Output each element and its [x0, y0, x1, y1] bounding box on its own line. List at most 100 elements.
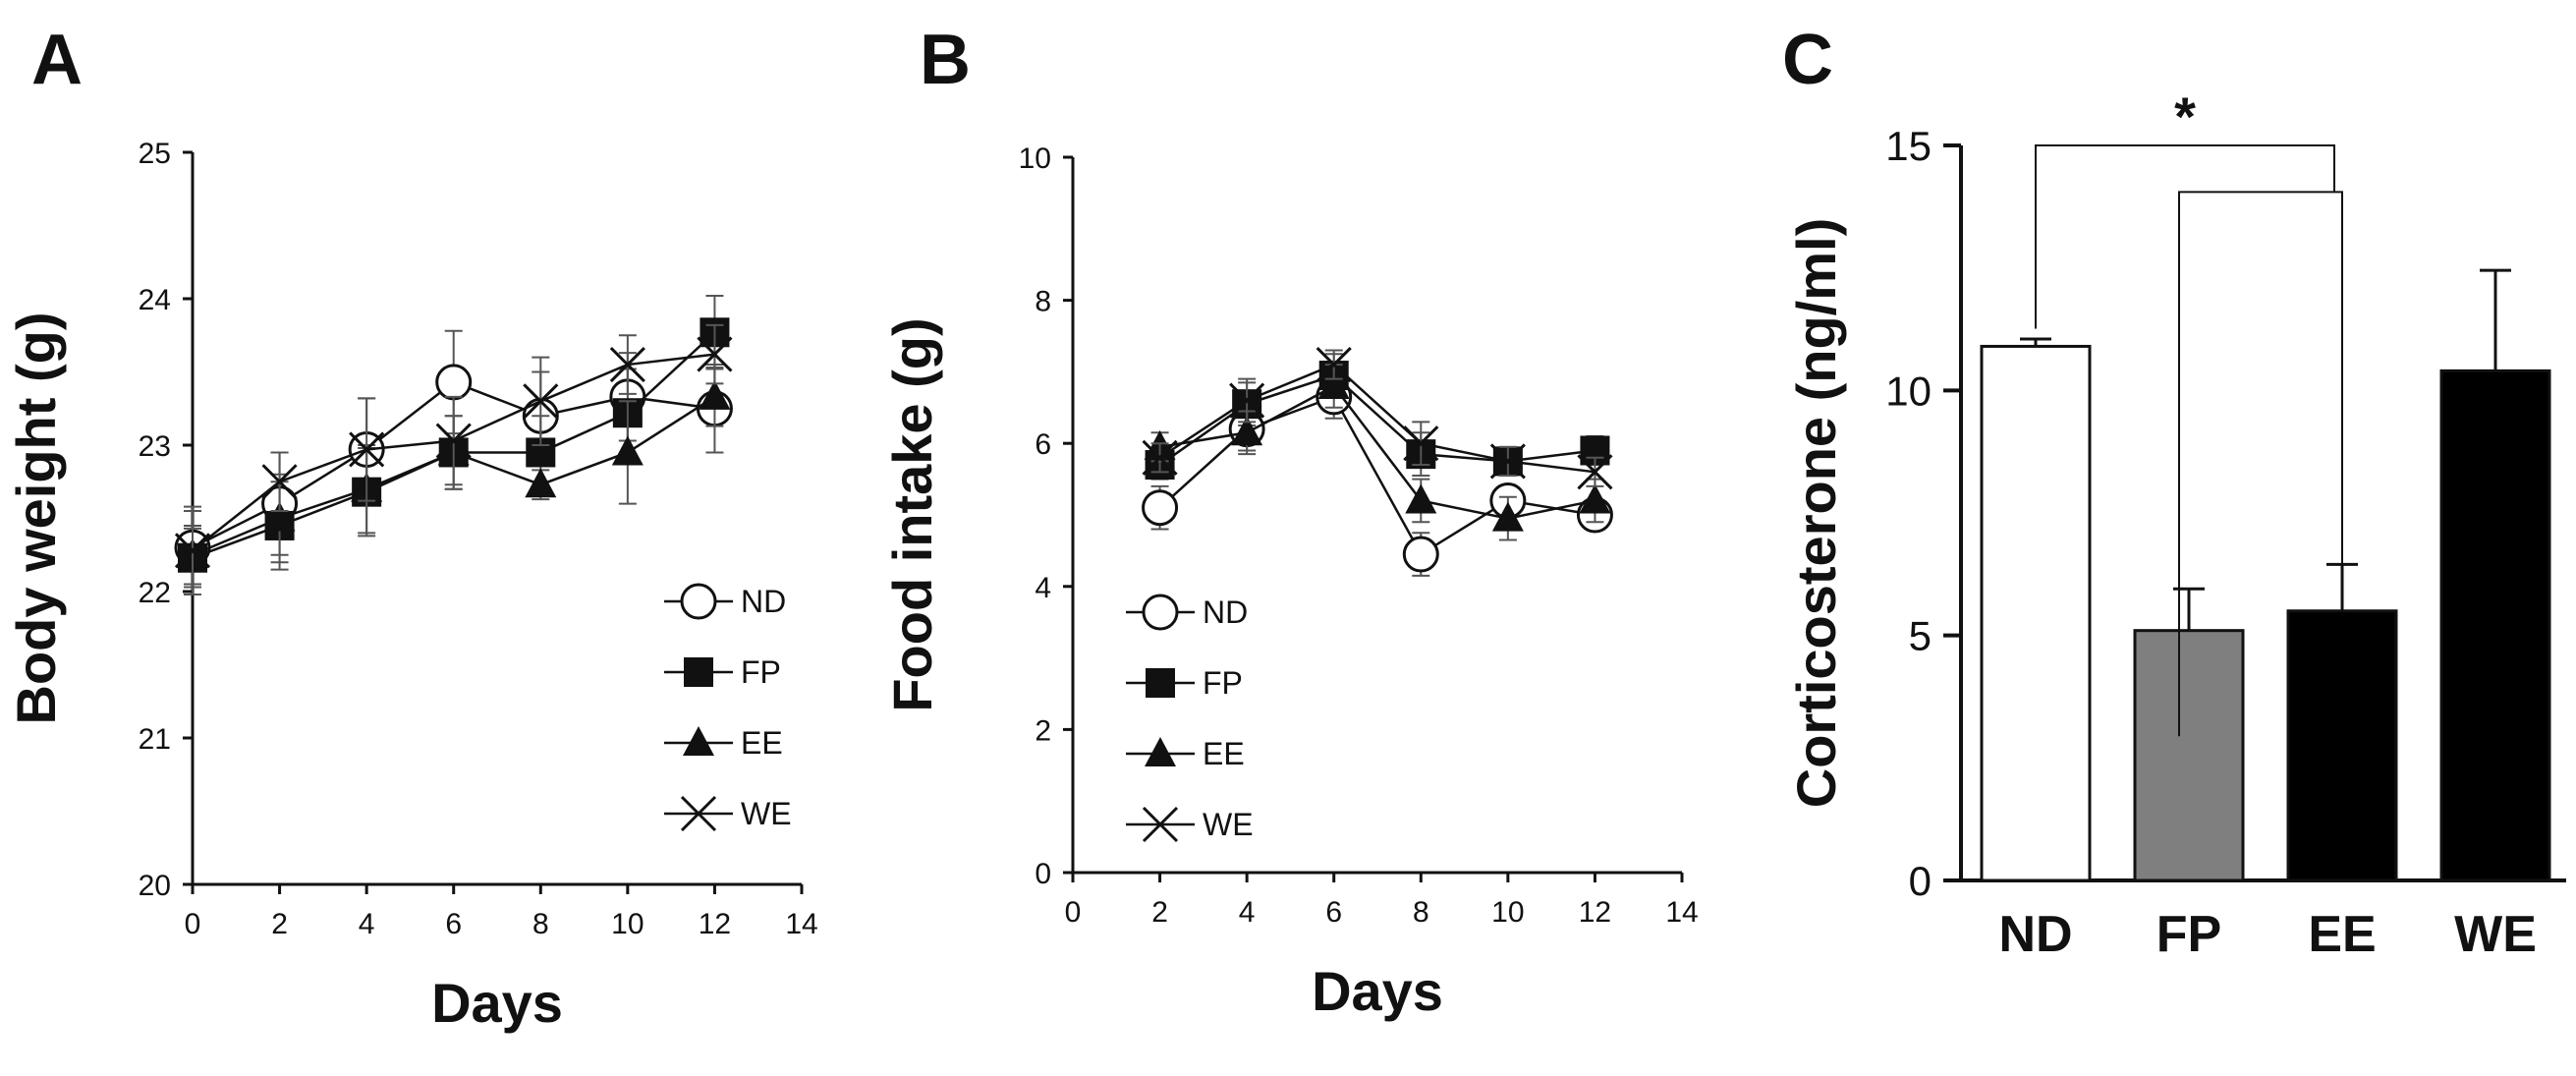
- y-tick-label: 8: [1035, 286, 1051, 318]
- data-point: [1577, 454, 1613, 490]
- legend-marker: [1142, 806, 1179, 843]
- series-ee: [1144, 364, 1611, 541]
- x-tick-label: 0: [185, 908, 201, 940]
- y-tick-label: 20: [139, 870, 171, 902]
- category-label: WE: [2454, 906, 2537, 963]
- legend-label: FP: [741, 654, 781, 690]
- legend-label: EE: [1203, 736, 1245, 771]
- bar-we: [2439, 368, 2551, 882]
- x-axis-title: Days: [1312, 960, 1443, 1022]
- legend-marker: [1146, 668, 1175, 698]
- legend: ND FP EE WE: [1126, 594, 1254, 843]
- y-tick-label: 25: [139, 138, 171, 170]
- x-tick-label: 6: [445, 908, 462, 940]
- x-tick-label: 14: [785, 908, 817, 940]
- legend-marker: [1145, 737, 1176, 766]
- series-we: [174, 323, 733, 595]
- data-point: [523, 383, 559, 420]
- y-tick-label: 22: [139, 577, 171, 609]
- category-label: ND: [1998, 906, 2072, 963]
- x-tick-label: 4: [359, 908, 375, 940]
- legend-marker: [683, 726, 714, 756]
- data-point: [609, 346, 645, 383]
- series-line: [1158, 363, 1596, 474]
- significance-bracket-outer: [2035, 144, 2335, 329]
- series-fp: [1145, 353, 1610, 481]
- data-point: [1142, 439, 1178, 476]
- legend-label: EE: [741, 725, 783, 761]
- legend-marker: [680, 583, 717, 620]
- series-line: [1158, 373, 1596, 467]
- y-axis-title: Food intake (g): [881, 317, 943, 711]
- data-point: [1142, 489, 1179, 527]
- x-tick-label: 2: [271, 908, 288, 940]
- data-point: [1491, 501, 1524, 532]
- significance-bracket-inner: [2178, 191, 2343, 737]
- bar-ee: [2286, 609, 2398, 882]
- y-axis-title: Corticosterone (ng/ml): [1785, 218, 1847, 808]
- x-axis-title: Days: [431, 972, 563, 1034]
- category-label: FP: [2156, 906, 2221, 963]
- data-point: [1489, 443, 1526, 480]
- x-tick-label: 2: [1151, 896, 1168, 929]
- legend-item-we: WE: [1126, 806, 1254, 843]
- legend-marker: [1142, 594, 1179, 631]
- error-bar: [2173, 587, 2205, 631]
- data-point: [525, 468, 557, 498]
- data-point: [1229, 382, 1265, 419]
- panel-label-a: A: [31, 21, 83, 99]
- legend-label: WE: [741, 796, 792, 831]
- x-tick-label: 6: [1325, 896, 1342, 929]
- y-tick-label: 2: [1035, 714, 1051, 747]
- y-tick-label: 4: [1035, 572, 1051, 604]
- y-tick-label: 15: [1885, 123, 1932, 169]
- data-point: [261, 464, 298, 500]
- significance-star: *: [2174, 85, 2196, 147]
- y-axis-title: Body weight (g): [5, 312, 67, 725]
- legend: ND FP EE WE: [664, 583, 792, 832]
- x-tick-label: 4: [1239, 896, 1256, 929]
- y-tick-label: 21: [139, 723, 171, 756]
- x-tick-label: 0: [1065, 896, 1082, 929]
- category-label: EE: [2308, 906, 2376, 963]
- legend-marker: [680, 795, 717, 832]
- legend-item-nd: ND: [1126, 594, 1248, 631]
- data-point: [1403, 425, 1439, 462]
- legend-item-fp: FP: [1126, 665, 1243, 701]
- legend-label: WE: [1203, 807, 1254, 842]
- series-we: [1142, 347, 1613, 490]
- x-tick-label: 12: [1579, 896, 1611, 929]
- error-bar: [2480, 268, 2511, 371]
- y-tick-label: 10: [1885, 368, 1932, 414]
- panel-label-c: C: [1782, 21, 1833, 99]
- legend-item-ee: EE: [664, 725, 783, 761]
- data-point: [1316, 347, 1352, 383]
- x-tick-label: 14: [1665, 896, 1698, 929]
- data-point: [435, 423, 472, 459]
- chart-c-corticosterone: 0 5 10 15 Corticosterone (ng/ml) ND FP EE WE *: [1785, 85, 2566, 963]
- y-tick-label: 0: [1909, 858, 1932, 904]
- data-point: [699, 379, 731, 410]
- legend-label: ND: [741, 584, 786, 619]
- data-point: [611, 435, 644, 466]
- x-tick-label: 8: [1413, 896, 1429, 929]
- y-tick-label: 6: [1035, 428, 1051, 461]
- data-point: [1402, 536, 1439, 573]
- bar-nd: [1980, 344, 2092, 882]
- x-tick-label: 12: [699, 908, 731, 940]
- y-tick-label: 10: [1019, 142, 1051, 175]
- data-point: [697, 336, 733, 372]
- data-point: [263, 501, 296, 532]
- data-point: [1231, 416, 1263, 446]
- x-tick-label: 10: [1491, 896, 1524, 929]
- data-point: [174, 533, 211, 569]
- y-tick-label: 5: [1909, 613, 1932, 659]
- bar-fp: [2133, 629, 2245, 882]
- chart-b-food-intake: 0 2 4 6 8 10 12 14 0 2 4 6 8 10 Days Food intake (g) ND F…: [881, 142, 1699, 1022]
- series-line: [1159, 384, 1596, 520]
- y-tick-label: 24: [139, 284, 171, 316]
- data-point: [1317, 368, 1350, 399]
- legend-item-we: WE: [664, 795, 792, 832]
